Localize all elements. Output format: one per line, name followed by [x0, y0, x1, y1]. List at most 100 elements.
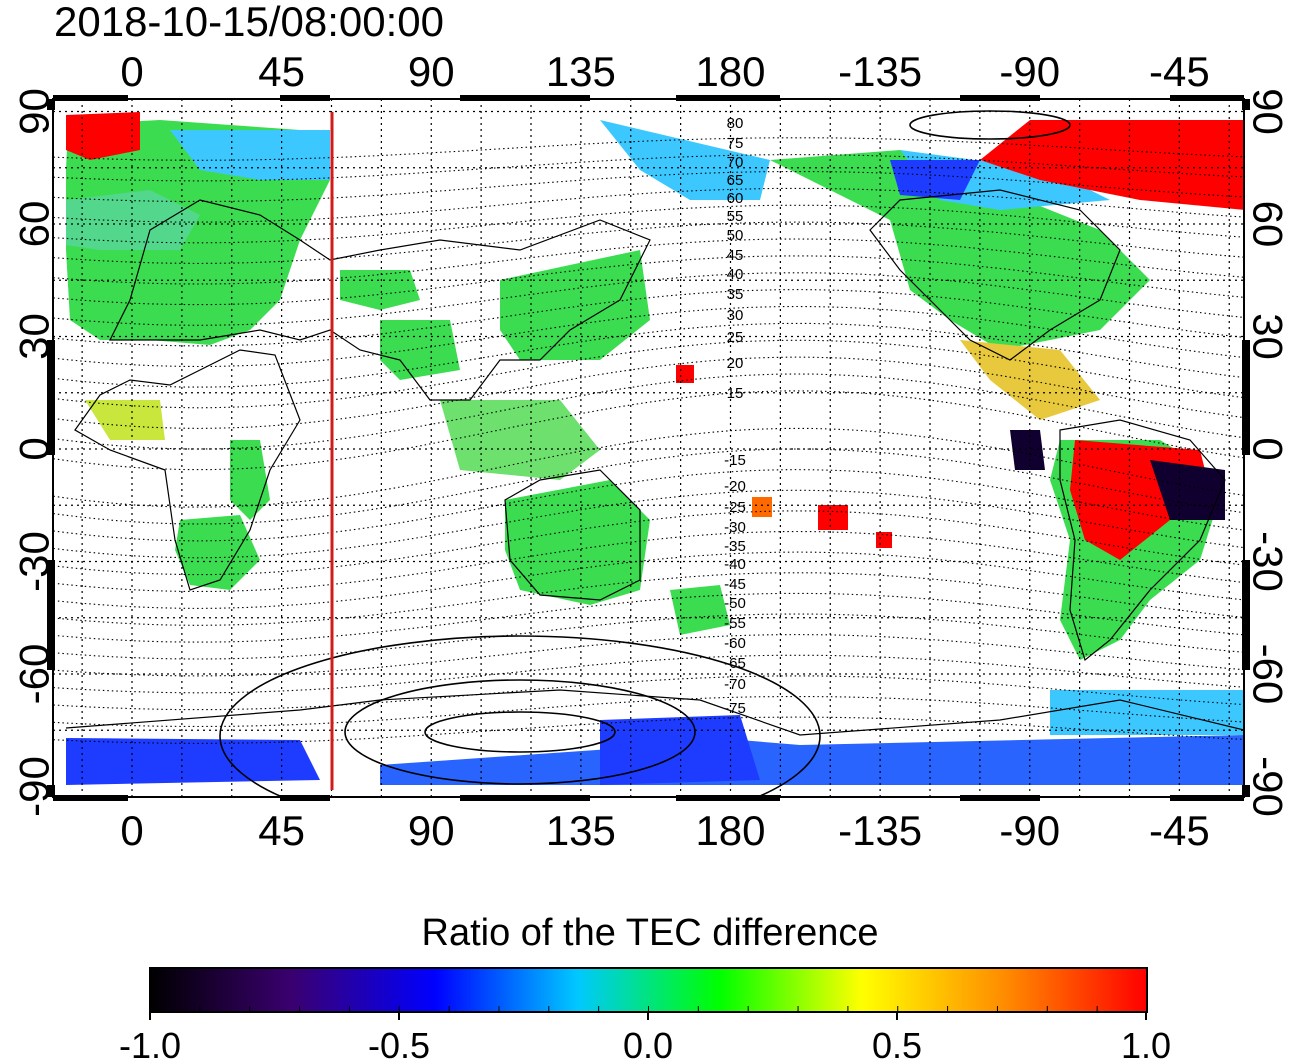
- contour-label: -75: [724, 700, 746, 717]
- contour-label: -40: [724, 556, 746, 573]
- mlat-contour: [53, 137, 1244, 161]
- contour-label: 80: [727, 115, 744, 132]
- contour-label: 45: [727, 247, 744, 264]
- lat-tick-left: 60: [11, 201, 58, 248]
- polar-contour: [219, 635, 821, 797]
- frame-bar-right: [1242, 560, 1250, 670]
- lat-tick-right: -30: [1245, 531, 1292, 592]
- lon-tick-bottom: -45: [1149, 807, 1210, 854]
- tec-patch-pacific-orange: [752, 497, 772, 517]
- contour-label: 15: [727, 385, 744, 402]
- frame-bar-top: [53, 95, 128, 101]
- lat-tick-left: 90: [11, 88, 58, 135]
- contour-label: -35: [724, 538, 746, 555]
- mlat-contour: [53, 170, 1244, 203]
- frame-bar-bottom: [53, 795, 128, 801]
- mlat-contour: [53, 634, 1244, 677]
- lon-tick-bottom: -90: [999, 807, 1060, 854]
- tec-patch-pacific-red: [818, 505, 848, 530]
- contour-label: -20: [724, 478, 746, 495]
- lon-tick-bottom: 90: [408, 807, 455, 854]
- tec-region-antarctic-blue: [600, 715, 760, 785]
- contour-label: -55: [724, 615, 746, 632]
- contour-label: 20: [727, 355, 744, 372]
- lon-tick-bottom: 0: [120, 807, 143, 854]
- contour-label: 25: [727, 329, 744, 346]
- lat-tick-right: 0: [1245, 437, 1292, 460]
- mlat-contour: [53, 221, 1244, 264]
- lon-tick-top: -135: [838, 48, 922, 95]
- colorbar-tick-label: 0.5: [872, 1025, 922, 1064]
- mlat-contour: [53, 373, 1244, 450]
- contour-label: -45: [724, 576, 746, 593]
- contour-label: -50: [724, 595, 746, 612]
- lon-tick-bottom: 180: [695, 807, 765, 854]
- lon-tick-top: -45: [1149, 48, 1210, 95]
- mlat-contour: [53, 654, 1244, 694]
- polar-contour: [344, 679, 696, 785]
- lon-tick-bottom: 45: [258, 807, 305, 854]
- coastline: [74, 349, 301, 591]
- colorbar-gradient: [149, 967, 1148, 1013]
- contour-label: 35: [727, 286, 744, 303]
- tec-region-greenland-red: [980, 120, 1244, 210]
- mlat-contour: [53, 716, 1244, 744]
- frame-bar-top: [676, 95, 780, 101]
- contour-label: -65: [724, 655, 746, 672]
- contour-label: -60: [724, 635, 746, 652]
- lon-tick-bottom: -135: [838, 807, 922, 854]
- contour-label: 40: [727, 266, 744, 283]
- mlat-contour: [53, 489, 1244, 559]
- frame-bar-top: [1170, 95, 1244, 101]
- lat-lon-grid: [53, 99, 1244, 797]
- tec-region-west-africa: [85, 400, 165, 440]
- lat-tick-left: 30: [11, 313, 58, 360]
- map-title: 2018-10-15/08:00:00: [54, 0, 444, 45]
- frame-bar-left: [47, 99, 55, 110]
- mlat-contour: [53, 469, 1244, 542]
- mlat-contour: [53, 356, 1244, 429]
- tec-region-australia: [505, 480, 650, 605]
- mlat-contour: [53, 613, 1244, 660]
- tec-region-siberia: [600, 120, 770, 200]
- coastline: [504, 469, 641, 601]
- frame-bar-bottom: [676, 795, 780, 801]
- colorbar-ticks: -1.0 -0.5 0.0 0.5 1.0: [119, 1006, 1171, 1064]
- frame-bar-left: [47, 340, 55, 455]
- lon-tick-top: 0: [120, 48, 143, 95]
- colorbar: Ratio of the TEC difference -1.0 -0.5 0.0 0…: [119, 912, 1171, 1064]
- frame-tick-bars: [47, 95, 1250, 801]
- colorbar-label: Ratio of the TEC difference: [422, 912, 879, 954]
- frame-bar-bottom: [960, 795, 1040, 801]
- lat-tick-right: 90: [1245, 88, 1292, 135]
- mlat-contour: [53, 238, 1244, 285]
- frame-bar-top: [460, 95, 590, 101]
- tec-region-antarctic-west: [66, 738, 320, 785]
- lon-tick-bottom: 135: [546, 807, 616, 854]
- coastline: [869, 189, 1121, 361]
- lat-tick-left: 0: [11, 437, 58, 460]
- tec-region-southern-africa: [175, 515, 260, 590]
- tec-region-arctic-blue: [890, 160, 980, 200]
- mlat-contour: [53, 154, 1244, 182]
- contour-label: 75: [727, 135, 744, 152]
- frame-bar-right: [1242, 785, 1250, 797]
- tec-region-west-europe: [66, 190, 200, 250]
- tec-region-new-zealand: [670, 585, 730, 635]
- mlat-contour: [53, 204, 1244, 244]
- contour-label: -25: [724, 499, 746, 516]
- magnetic-latitude-contours: [53, 110, 1244, 797]
- frame-bar-bottom: [460, 795, 590, 801]
- colorbar-tick-label: 1.0: [1121, 1025, 1171, 1064]
- colorbar-tick-label: -1.0: [119, 1025, 181, 1064]
- lat-tick-left: -60: [11, 644, 58, 705]
- contour-label: 60: [727, 190, 744, 207]
- frame-bar-left: [47, 785, 55, 797]
- lon-tick-top: -90: [999, 48, 1060, 95]
- tec-region-pacific-dark: [1010, 430, 1045, 470]
- lat-tick-left: -90: [11, 756, 58, 817]
- mlat-contour: [53, 695, 1244, 728]
- lon-tick-top: 45: [258, 48, 305, 95]
- tec-region-india: [380, 320, 460, 380]
